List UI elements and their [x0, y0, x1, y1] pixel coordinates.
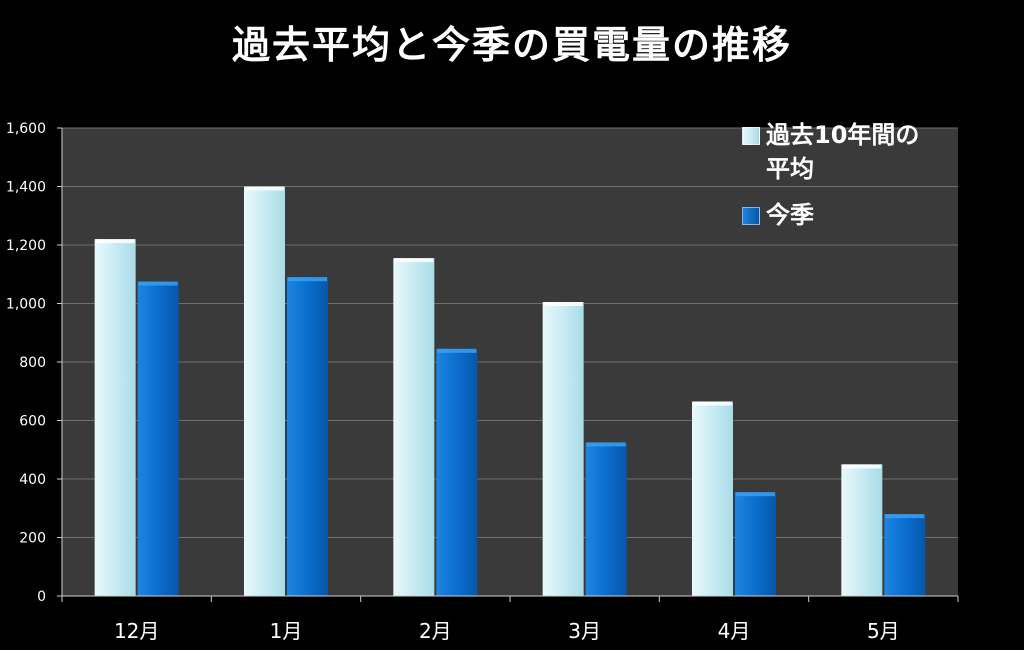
y-tick-label: 600	[19, 414, 46, 430]
bar-cap-past-5	[842, 464, 882, 469]
bar-past-2	[393, 258, 435, 596]
x-tick-label: 12月	[114, 619, 159, 643]
legend-swatch-current	[742, 207, 760, 225]
bars	[94, 186, 926, 596]
bar-cap-current-3	[586, 442, 626, 447]
bar-cap-current-2	[437, 348, 477, 353]
y-tick-label: 1,600	[6, 121, 46, 137]
bar-past-3	[542, 302, 584, 596]
y-tick-label: 1,000	[6, 297, 46, 313]
x-tick-label: 2月	[419, 619, 452, 643]
gridlines	[62, 127, 958, 538]
bar-cap-past-1	[245, 186, 284, 191]
bar-cap-past-2	[394, 258, 434, 263]
x-tick-label: 1月	[270, 619, 303, 643]
y-tick-label: 1,400	[6, 180, 46, 196]
y-axis-ticks: 0 200 400 600 800 1,000 1,200 1,400 1,600	[6, 121, 62, 605]
x-tick-label: 5月	[867, 619, 900, 643]
legend: 過去10年間の平均 今季	[742, 118, 932, 244]
bar-past-5	[841, 464, 883, 596]
legend-item-past: 過去10年間の平均	[742, 118, 932, 186]
bar-current-4	[735, 492, 776, 596]
legend-label-current: 今季	[766, 201, 814, 229]
bar-current-1	[287, 277, 328, 596]
bar-cap-current-4	[736, 492, 775, 497]
bar-cap-current-5	[885, 514, 925, 519]
bar-past-4	[692, 401, 733, 596]
x-axis-ticks: 12月 1月 2月 3月 4月 5月	[61, 596, 959, 643]
bar-cap-current-0	[138, 281, 178, 286]
y-tick-label: 0	[37, 589, 46, 605]
bar-current-3	[585, 442, 627, 596]
legend-item-current: 今季	[742, 198, 932, 232]
y-tick-label: 200	[19, 531, 46, 547]
bar-cap-past-0	[95, 239, 135, 244]
x-tick-label: 4月	[718, 619, 751, 643]
bar-cap-past-3	[543, 302, 583, 307]
bar-current-0	[137, 281, 179, 596]
legend-label-past: 過去10年間の平均	[766, 121, 920, 183]
legend-swatch-past	[742, 127, 760, 145]
bar-cap-current-1	[288, 277, 327, 282]
bar-past-0	[94, 239, 136, 596]
y-tick-label: 400	[19, 472, 46, 488]
bar-past-1	[244, 186, 285, 596]
y-tick-label: 1,200	[6, 238, 46, 254]
bar-current-2	[436, 348, 478, 596]
x-tick-label: 3月	[568, 619, 601, 643]
chart-title: 過去平均と今季の買電量の推移	[231, 23, 792, 67]
bar-cap-past-4	[693, 401, 732, 406]
bar-current-5	[884, 514, 926, 596]
y-tick-label: 800	[19, 355, 46, 371]
